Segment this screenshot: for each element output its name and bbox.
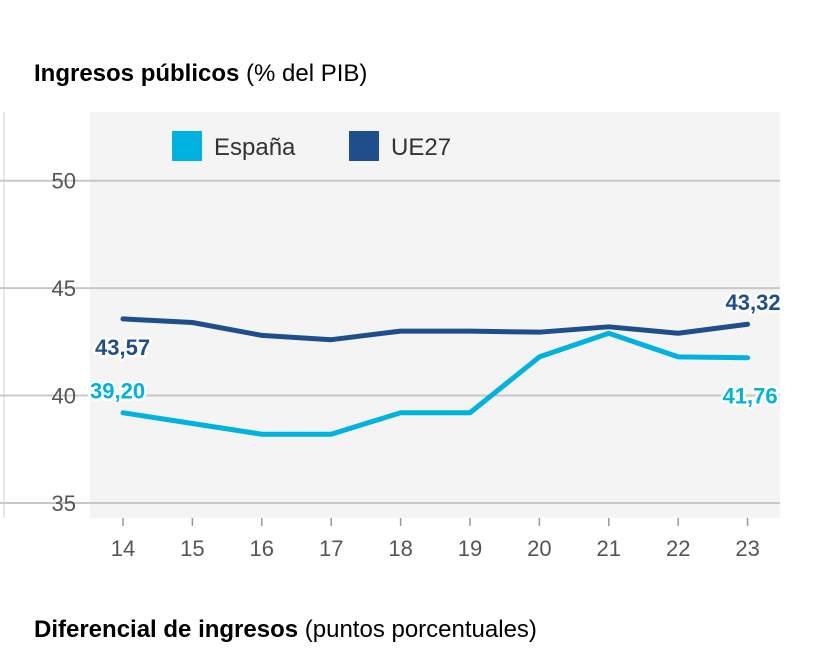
legend-label: España: [214, 134, 296, 161]
series-line-ue27: [120, 316, 751, 343]
y-tick-label: 45: [52, 276, 76, 301]
x-tick-label: 17: [319, 536, 343, 561]
data-label-halo: 43,57: [95, 335, 150, 360]
x-tick-label: 21: [597, 536, 621, 561]
chart-title: Ingresos públicos (% del PIB): [34, 60, 367, 88]
data-label-halo: 43,32: [726, 290, 781, 315]
y-tick-label: 35: [52, 491, 76, 516]
series-line-espana: [120, 330, 751, 437]
x-tick-label: 14: [111, 536, 135, 561]
x-tick-label: 20: [527, 536, 551, 561]
x-tick-label: 19: [458, 536, 482, 561]
data-label: 43,57: [95, 335, 150, 360]
x-tick-label: 22: [666, 536, 690, 561]
data-label: 41,76: [723, 384, 778, 409]
x-tick-label: 15: [180, 536, 204, 561]
section-title-unit: (puntos porcentuales): [304, 616, 537, 643]
section-title: Diferencial de ingresos (puntos porcentu…: [34, 616, 537, 644]
data-label: 43,32: [726, 290, 781, 315]
chart-title-unit: (% del PIB): [246, 60, 368, 87]
x-tick-label: 18: [388, 536, 412, 561]
section-title-bold: Diferencial de ingresos: [34, 616, 299, 643]
y-tick-label: 50: [52, 169, 76, 194]
legend-swatch-espana: [172, 131, 202, 161]
chart-title-bold: Ingresos públicos: [34, 60, 240, 87]
plot-background: [90, 112, 780, 518]
data-label-halo: 41,76: [723, 384, 778, 409]
legend-swatch-ue27: [349, 131, 379, 161]
x-tick-label: 23: [735, 536, 759, 561]
x-tick-label: 16: [250, 536, 274, 561]
data-label-halo: 39,20: [90, 379, 145, 404]
legend: España UE27: [172, 131, 451, 161]
legend-label: UE27: [391, 134, 451, 161]
data-label: 39,20: [90, 379, 145, 404]
y-tick-label: 40: [52, 384, 76, 409]
